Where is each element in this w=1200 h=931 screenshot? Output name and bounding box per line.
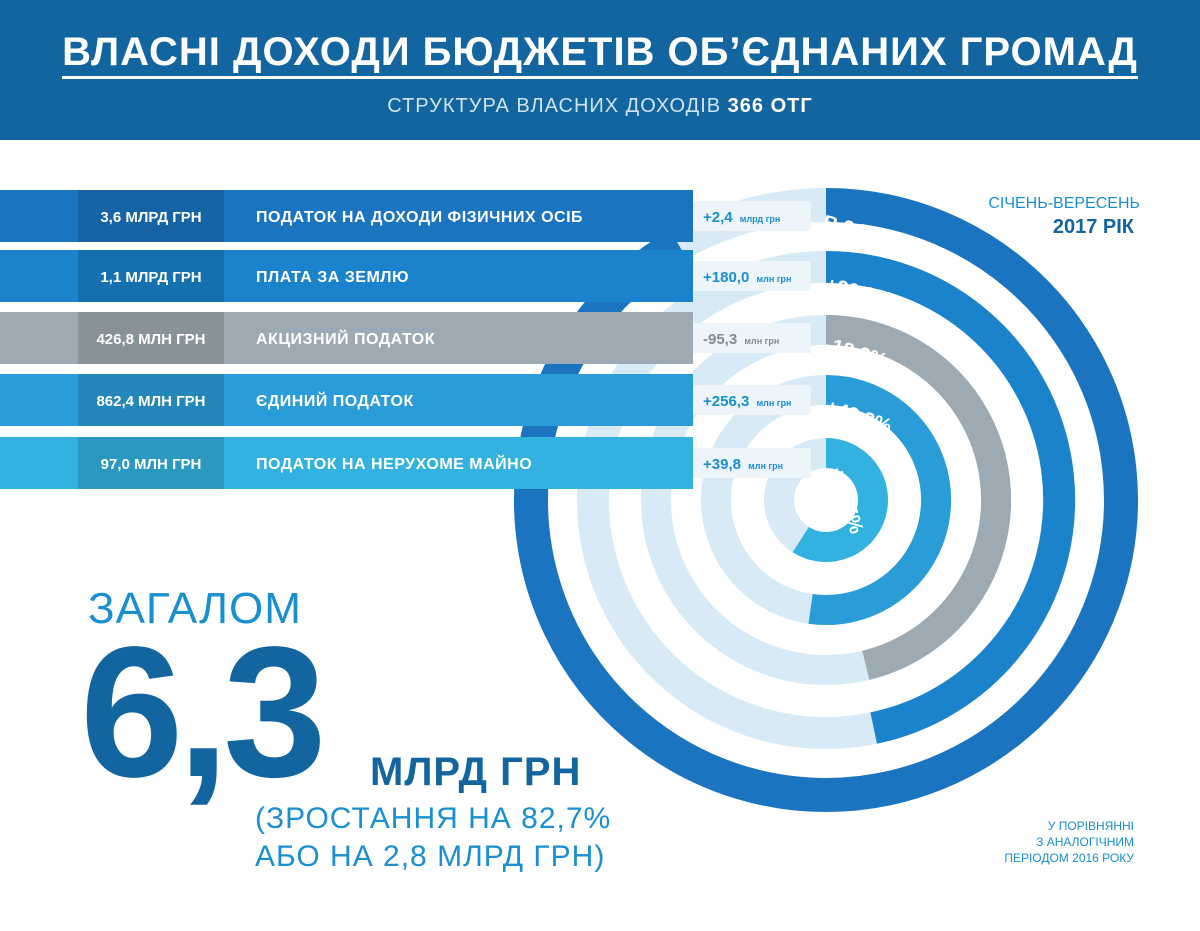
change-unit: млн грн: [756, 274, 791, 284]
period-label: СІЧЕНЬ-ВЕРЕСЕНЬ: [988, 195, 1140, 212]
change-chip-5: [693, 448, 811, 478]
change-arc-5: [792, 438, 888, 562]
total-growth: (ЗРОСТАННЯ НА 82,7% АБО НА 2,8 МЛРД ГРН): [255, 800, 611, 876]
income-bar-1: [0, 190, 693, 242]
amount-label: 862,4 МЛН ГРН: [96, 393, 205, 410]
change-value: +39,8 млн грн: [703, 456, 783, 473]
change-chip-4: [693, 385, 811, 415]
change-value: +180,0 млн грн: [703, 269, 791, 286]
comparison-line-1: У ПОРІВНЯННІ: [1047, 819, 1134, 833]
change-chip-2: [693, 261, 811, 291]
income-bar-5: [0, 437, 693, 489]
change-chip-1: [693, 201, 811, 231]
growth-line-2: АБО НА 2,8 МЛРД ГРН): [255, 840, 606, 873]
income-bar-4: [0, 374, 693, 426]
amount-cell-1: [78, 190, 224, 242]
amount-cell-3: [78, 312, 224, 364]
amount-label: 1,1 МЛРД ГРН: [100, 269, 201, 286]
change-arc-2: [825, 251, 1076, 744]
subtitle-count: 366 ОТГ: [727, 95, 813, 117]
header-banner: [0, 0, 1200, 140]
change-unit: млрд грн: [740, 214, 781, 224]
page-title-text: ВЛАСНІ ДОХОДИ БЮДЖЕТІВ ОБ’ЄДНАНИХ ГРОМАД: [62, 30, 1138, 79]
amount-cell-5: [78, 437, 224, 489]
change-unit: млн грн: [756, 398, 791, 408]
comparison-line-3: ПЕРІОДОМ 2016 РОКУ: [1004, 851, 1134, 865]
amount-label: 97,0 МЛН ГРН: [101, 456, 202, 473]
category-label: АКЦИЗНИЙ ПОДАТОК: [256, 329, 435, 348]
change-value: +256,3 млн грн: [703, 393, 791, 410]
amount-cell-2: [78, 250, 224, 302]
change-chip-3: [693, 323, 811, 353]
total-value: 6,3: [80, 609, 327, 816]
page-subtitle: СТРУКТУРА ВЛАСНИХ ДОХОДІВ 366 ОТГ: [0, 95, 1200, 118]
category-label: ЄДИНИЙ ПОДАТОК: [256, 391, 414, 410]
change-value: +2,4 млрд грн: [703, 209, 780, 226]
change-value: -95,3 млн грн: [703, 331, 779, 348]
growth-line-1: (ЗРОСТАННЯ НА 82,7%: [255, 802, 612, 835]
category-label: ПЛАТА ЗА ЗЕМЛЮ: [256, 269, 409, 286]
page-title: ВЛАСНІ ДОХОДИ БЮДЖЕТІВ ОБ’ЄДНАНИХ ГРОМАД: [0, 30, 1200, 79]
total-caption: ЗАГАЛОМ: [88, 584, 302, 633]
amount-label: 426,8 МЛН ГРН: [96, 331, 205, 348]
income-bar-2: [0, 250, 693, 302]
category-label: ПОДАТОК НА ДОХОДИ ФІЗИЧНИХ ОСІБ: [256, 209, 583, 226]
change-arc-3: [825, 315, 1012, 680]
amount-cell-4: [78, 374, 224, 426]
change-unit: млн грн: [748, 461, 783, 471]
category-label: ПОДАТОК НА НЕРУХОМЕ МАЙНО: [256, 454, 532, 473]
comparison-note: У ПОРІВНЯННІ З АНАЛОГІЧНИМ ПЕРІОДОМ 2016…: [964, 818, 1134, 866]
amount-label: 3,6 МЛРД ГРН: [100, 209, 201, 226]
subtitle-prefix: СТРУКТУРА ВЛАСНИХ ДОХОДІВ: [387, 95, 722, 117]
comparison-line-2: З АНАЛОГІЧНИМ: [1036, 835, 1134, 849]
change-arc-4: [808, 375, 952, 625]
change-unit: млн грн: [744, 336, 779, 346]
total-unit: МЛРД ГРН: [370, 750, 582, 794]
income-bar-3: [0, 312, 693, 364]
period-year: 2017 РІК: [1052, 216, 1134, 238]
